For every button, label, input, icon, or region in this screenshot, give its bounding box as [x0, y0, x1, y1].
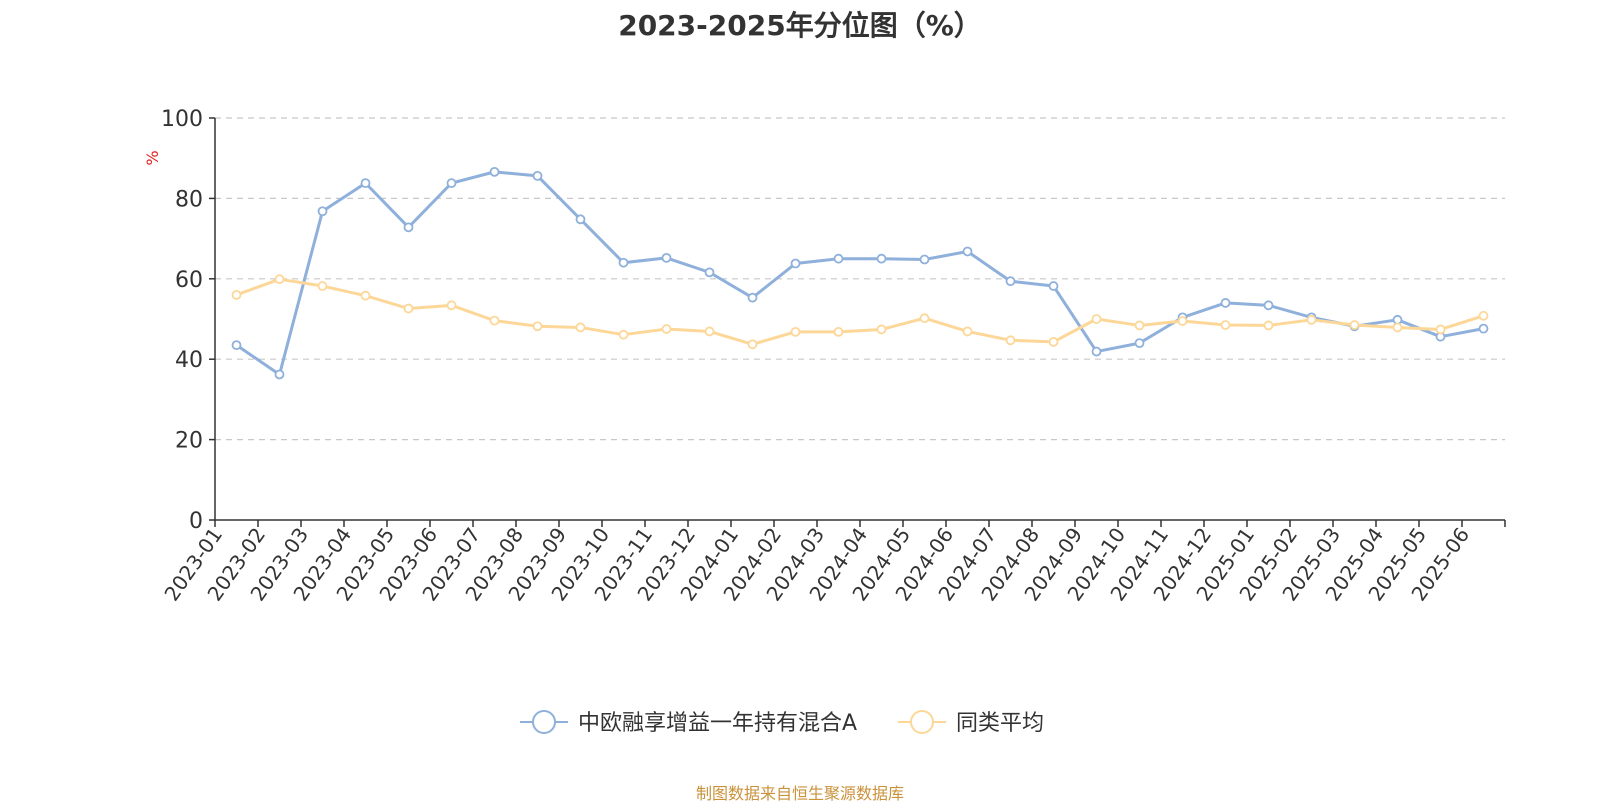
data-point-series-1[interactable]	[1263, 300, 1274, 311]
data-point-series-2[interactable]	[317, 281, 328, 291]
data-point-series-2[interactable]	[661, 324, 672, 334]
data-point-series-2[interactable]	[833, 326, 844, 337]
chart-title: 2023-2025年分位图（%）	[618, 9, 982, 42]
grid-layer	[215, 117, 1505, 441]
data-point-series-2[interactable]	[747, 339, 758, 350]
data-point-series-1[interactable]	[317, 206, 328, 217]
data-point-series-2[interactable]	[1177, 316, 1188, 326]
data-point-series-2[interactable]	[489, 315, 500, 326]
data-point-series-2[interactable]	[962, 326, 973, 337]
data-point-series-2[interactable]	[1392, 322, 1403, 333]
data-point-series-1[interactable]	[704, 267, 715, 278]
data-point-series-2[interactable]	[1048, 337, 1059, 347]
data-point-series-2[interactable]	[1005, 335, 1016, 346]
data-point-series-1[interactable]	[489, 166, 500, 177]
data-point-series-2[interactable]	[1134, 320, 1145, 331]
series-line-1	[235, 170, 1484, 376]
data-point-series-1[interactable]	[661, 252, 672, 263]
data-point-series-2[interactable]	[790, 326, 801, 337]
data-point-series-1[interactable]	[919, 254, 930, 265]
axis-layer: 020406080100%2023-012023-022023-032023-0…	[143, 107, 1506, 605]
data-point-series-1[interactable]	[446, 178, 457, 189]
data-point-series-1[interactable]	[1478, 323, 1489, 334]
y-tick-label: 40	[175, 348, 203, 373]
data-point-series-1[interactable]	[360, 178, 371, 189]
chart-canvas: 020406080100%2023-012023-022023-032023-0…	[143, 107, 1506, 736]
data-point-series-1[interactable]	[403, 222, 414, 233]
legend-label: 同类平均	[956, 711, 1044, 736]
data-point-series-2[interactable]	[1220, 320, 1231, 330]
data-point-series-1[interactable]	[1005, 276, 1016, 287]
legend[interactable]: 中欧融享增益一年持有混合A 同类平均	[520, 710, 1044, 736]
data-point-series-1[interactable]	[1048, 281, 1059, 291]
data-point-series-2[interactable]	[1349, 320, 1360, 330]
data-point-series-2[interactable]	[618, 329, 629, 340]
legend-item-1[interactable]: 中欧融享增益一年持有混合A	[520, 710, 857, 736]
data-point-series-2[interactable]	[1478, 310, 1489, 321]
data-point-series-1[interactable]	[532, 170, 543, 181]
data-point-series-1[interactable]	[747, 292, 758, 303]
data-point-series-1[interactable]	[962, 246, 973, 257]
data-point-series-2[interactable]	[360, 290, 371, 301]
data-point-series-2[interactable]	[274, 274, 285, 285]
y-tick-label: 60	[175, 268, 203, 293]
data-point-series-2[interactable]	[1435, 324, 1446, 335]
data-point-series-1[interactable]	[833, 253, 844, 264]
data-point-series-1[interactable]	[575, 214, 586, 225]
data-point-series-2[interactable]	[532, 321, 543, 332]
legend-marker-icon	[910, 710, 934, 734]
data-point-series-1[interactable]	[1220, 298, 1231, 308]
y-tick-label: 20	[175, 429, 203, 454]
data-point-series-2[interactable]	[575, 322, 586, 333]
data-point-series-2[interactable]	[1263, 320, 1274, 331]
y-axis-label: %	[143, 150, 162, 165]
data-point-series-1[interactable]	[790, 258, 801, 269]
data-point-series-1[interactable]	[618, 257, 629, 268]
data-point-series-2[interactable]	[446, 300, 457, 311]
data-point-series-2[interactable]	[704, 326, 715, 337]
source-note: 制图数据来自恒生聚源数据库	[695, 784, 904, 803]
data-point-series-1[interactable]	[1091, 346, 1102, 357]
data-point-series-2[interactable]	[231, 289, 242, 300]
y-tick-label: 100	[161, 107, 203, 132]
legend-item-2[interactable]: 同类平均	[898, 710, 1044, 736]
data-point-series-2[interactable]	[403, 303, 414, 314]
y-tick-label: 0	[189, 509, 203, 534]
data-point-series-2[interactable]	[919, 313, 930, 324]
data-point-series-2[interactable]	[876, 324, 887, 335]
data-point-series-1[interactable]	[231, 340, 242, 351]
series-layer	[231, 166, 1489, 380]
legend-marker-icon	[532, 710, 556, 734]
data-point-series-1[interactable]	[274, 369, 285, 380]
series-line-2	[235, 277, 1484, 346]
legend-label: 中欧融享增益一年持有混合A	[578, 711, 857, 736]
data-point-series-1[interactable]	[876, 253, 887, 264]
data-point-series-2[interactable]	[1306, 314, 1317, 325]
data-point-series-1[interactable]	[1134, 338, 1145, 349]
data-point-series-2[interactable]	[1091, 314, 1102, 324]
y-tick-label: 80	[175, 187, 203, 212]
